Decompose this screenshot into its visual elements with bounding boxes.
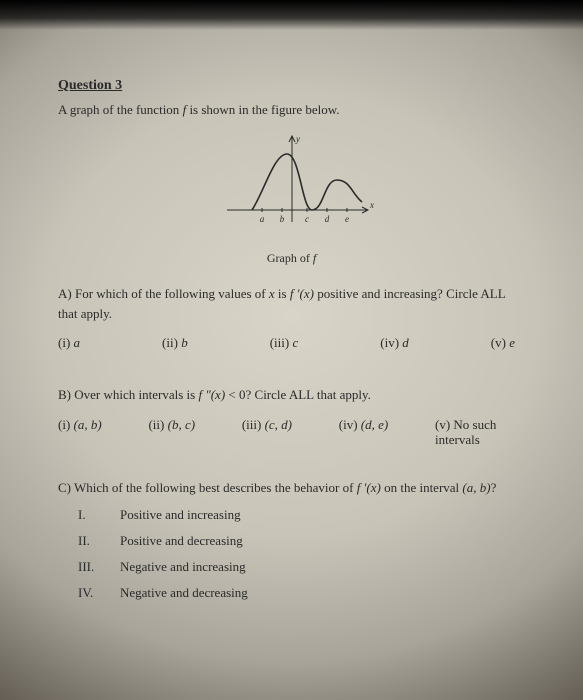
opt-a-ii: (ii) b [162,335,188,351]
opt-val: e [509,335,515,350]
txt: Negative and increasing [120,559,246,575]
caption-pre: Graph of [267,251,313,265]
opt-num: (i) [58,417,70,432]
pc-pre: C) Which of the following best describes… [58,480,357,495]
opt-a-iii: (iii) c [270,335,299,351]
intro-post: is shown in the figure below. [186,102,339,117]
opt-num: (iv) [339,417,358,432]
opt-val: a [74,335,81,350]
tick-e: e [345,214,349,224]
photo-page: Question 3 A graph of the function f is … [0,0,583,700]
pb-f2: f ″(x) [198,387,225,402]
graph-caption: Graph of f [58,251,525,266]
pa-pre: A) For which of the following values of [58,286,269,301]
tick-a: a [259,214,264,224]
caption-f: f [313,251,316,265]
pc-int: (a, b) [462,480,490,495]
tick-c: c [305,214,309,224]
pa-mid: is [275,286,290,301]
opt-num: (v) [491,335,506,350]
rn: II. [58,533,120,549]
opt-val: (b, c) [168,417,195,432]
opt-num: (ii) [162,335,178,350]
part-b: B) Over which intervals is f ″(x) < 0? C… [58,385,525,405]
intro-pre: A graph of the function [58,102,183,117]
c-item-3: III.Negative and increasing [58,559,525,575]
graph-wrap: y x a b c d e [58,132,525,266]
pb-pre: B) Over which intervals is [58,387,198,402]
rn: III. [58,559,120,575]
txt: Positive and increasing [120,507,241,523]
top-shadow [0,0,583,30]
opt-num: (ii) [148,417,164,432]
graph-of-f: y x a b c d e [202,132,382,242]
opt-num: (iv) [380,335,399,350]
pb-post: < 0? Circle ALL that apply. [225,387,371,402]
opt-b-ii: (ii) (b, c) [148,417,195,448]
axis-label-x: x [369,200,374,210]
part-c: C) Which of the following best describes… [58,478,525,498]
opt-a-v: (v) e [491,335,515,351]
axis-label-y: y [295,134,300,144]
c-item-1: I.Positive and increasing [58,507,525,523]
c-item-2: II.Positive and decreasing [58,533,525,549]
opt-num: (v) [435,417,450,432]
pa-fprime: f ′(x) [290,286,314,301]
part-b-options: (i) (a, b) (ii) (b, c) (iii) (c, d) (iv)… [58,417,525,448]
pc-fprime: f ′(x) [357,480,381,495]
opt-val: c [292,335,298,350]
pc-mid: on the interval [381,480,463,495]
part-a-options: (i) a (ii) b (iii) c (iv) d (v) e [58,335,525,351]
opt-num: (iii) [270,335,290,350]
opt-val: (c, d) [265,417,292,432]
part-c-list: I.Positive and increasing II.Positive an… [58,507,525,601]
opt-b-iv: (iv) (d, e) [339,417,388,448]
c-item-4: IV.Negative and decreasing [58,585,525,601]
rn: IV. [58,585,120,601]
opt-b-v: (v) No such intervals [435,417,515,448]
question-content: Question 3 A graph of the function f is … [58,78,525,601]
opt-b-i: (i) (a, b) [58,417,102,448]
opt-val: (a, b) [74,417,102,432]
opt-num: (iii) [242,417,262,432]
opt-b-iii: (iii) (c, d) [242,417,292,448]
question-title: Question 3 [58,78,525,94]
pc-post: ? [491,480,497,495]
opt-a-i: (i) a [58,335,80,351]
opt-val: d [402,335,409,350]
opt-val: (d, e) [361,417,388,432]
opt-a-iv: (iv) d [380,335,409,351]
txt: Negative and decreasing [120,585,248,601]
question-intro: A graph of the function f is shown in th… [58,102,525,118]
opt-num: (i) [58,335,70,350]
tick-d: d [324,214,329,224]
rn: I. [58,507,120,523]
opt-val: b [181,335,188,350]
part-a: A) For which of the following values of … [58,284,525,323]
txt: Positive and decreasing [120,533,243,549]
tick-b: b [279,214,284,224]
